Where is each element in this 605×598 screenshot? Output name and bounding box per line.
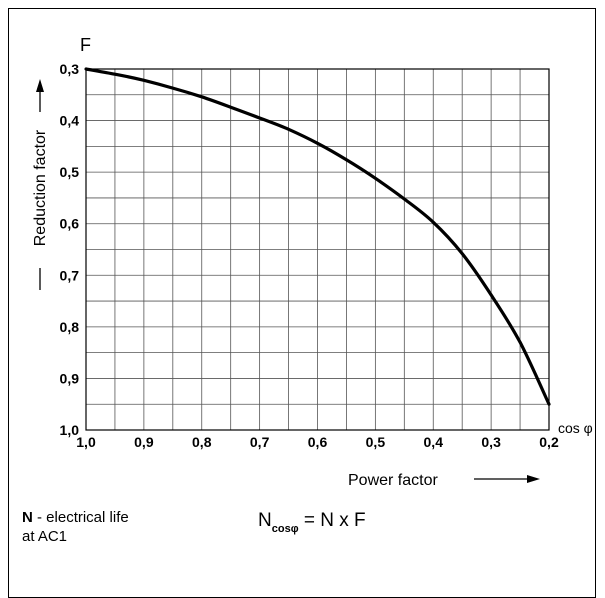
x-tick-labels: 1,0 0,9 0,8 0,7 0,6 0,5 0,4 0,3 0,2 bbox=[76, 434, 559, 450]
x-axis-label: Power factor bbox=[348, 472, 438, 489]
legend-note: N - electrical life at AC1 bbox=[22, 508, 129, 546]
x-tick-label: 0,9 bbox=[134, 434, 154, 450]
y-tick-label: 0,4 bbox=[60, 113, 80, 129]
y-tick-label: 0,5 bbox=[60, 164, 80, 180]
x-tick-label: 0,5 bbox=[366, 434, 386, 450]
legend-note-line1: - electrical life bbox=[33, 509, 129, 526]
x-arrow-head bbox=[527, 475, 540, 483]
y-axis-label: Reduction factor bbox=[32, 129, 49, 246]
y-arrow-head bbox=[36, 79, 44, 92]
x-tick-label: 0,4 bbox=[424, 434, 444, 450]
x-tick-label: 0,2 bbox=[539, 434, 559, 450]
formula-rhs: = N x F bbox=[299, 510, 366, 531]
x-tick-label: 1,0 bbox=[76, 434, 96, 450]
y-tick-labels: 1,00,90,80,70,60,50,40,3 bbox=[60, 61, 80, 438]
legend-note-symbol: N bbox=[22, 509, 33, 526]
reduction-factor-chart: 1,0 0,9 0,8 0,7 0,6 0,5 0,4 0,3 1,0 0,9 0,8 0,7 0,6… bbox=[0, 0, 605, 561]
y-symbol: F bbox=[80, 35, 91, 55]
formula: Ncosφ = N x F bbox=[258, 510, 366, 535]
chart-figure: 1,0 0,9 0,8 0,7 0,6 0,5 0,4 0,3 1,0 0,9 0,8 0,7 0,6… bbox=[0, 0, 605, 561]
y-tick-label: 0,8 bbox=[60, 319, 80, 335]
formula-lhs-sub: cosφ bbox=[272, 523, 299, 535]
x-tick-label: 0,8 bbox=[192, 434, 212, 450]
x-tick-label: 0,6 bbox=[308, 434, 328, 450]
x-tick-label: 0,3 bbox=[481, 434, 501, 450]
formula-lhs-base: N bbox=[258, 510, 272, 531]
y-tick-label: 0,9 bbox=[60, 370, 80, 386]
legend-note-line2: at AC1 bbox=[22, 528, 67, 545]
grid bbox=[86, 69, 549, 430]
y-tick-label: 0,3 bbox=[60, 61, 80, 77]
x-tick-label: 0,7 bbox=[250, 434, 270, 450]
y-tick-label: 0,7 bbox=[60, 267, 80, 283]
x-symbol: cos φ bbox=[558, 420, 593, 436]
y-tick-label: 0,6 bbox=[60, 216, 80, 232]
